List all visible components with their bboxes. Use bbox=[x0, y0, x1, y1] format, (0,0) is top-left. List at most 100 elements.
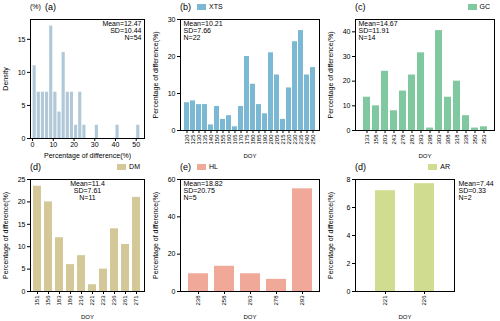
svg-text:20: 20 bbox=[70, 141, 78, 148]
svg-text:Density: Density bbox=[2, 67, 10, 91]
svg-text:186: 186 bbox=[67, 295, 73, 306]
svg-text:135: 135 bbox=[201, 134, 208, 145]
svg-text:160: 160 bbox=[225, 134, 232, 145]
svg-text:30: 30 bbox=[343, 53, 351, 60]
svg-text:271: 271 bbox=[133, 295, 139, 306]
svg-text:243: 243 bbox=[391, 134, 397, 145]
svg-text:221: 221 bbox=[89, 295, 95, 306]
svg-text:5: 5 bbox=[22, 102, 26, 109]
svg-text:15: 15 bbox=[18, 36, 26, 43]
svg-text:338: 338 bbox=[463, 134, 469, 145]
svg-text:216: 216 bbox=[78, 295, 84, 306]
svg-text:4: 4 bbox=[347, 232, 351, 239]
svg-text:Mean=14.67SD=11.91N=14: Mean=14.67SD=11.91N=14 bbox=[359, 20, 398, 41]
svg-text:293: 293 bbox=[418, 134, 424, 145]
svg-text:0: 0 bbox=[347, 288, 351, 295]
svg-text:Mean=12.47SD=10.44N=54: Mean=12.47SD=10.44N=54 bbox=[102, 20, 141, 41]
svg-text:150: 150 bbox=[213, 134, 220, 145]
svg-text:Percentage of difference(%): Percentage of difference(%) bbox=[327, 31, 335, 118]
svg-text:2: 2 bbox=[347, 260, 351, 267]
svg-text:308: 308 bbox=[445, 134, 451, 145]
svg-text:151: 151 bbox=[34, 295, 40, 306]
html-text:(d): (d) bbox=[355, 161, 366, 172]
svg-text:120: 120 bbox=[183, 134, 190, 145]
svg-text:10: 10 bbox=[18, 69, 26, 76]
svg-text:278: 278 bbox=[400, 134, 406, 145]
svg-text:Percentage of difference(%): Percentage of difference(%) bbox=[327, 192, 335, 279]
svg-text:261: 261 bbox=[122, 295, 128, 306]
svg-text:Percentage of difference(%): Percentage of difference(%) bbox=[2, 192, 10, 279]
svg-text:30: 30 bbox=[168, 16, 176, 23]
svg-text:Percentage of difference(%): Percentage of difference(%) bbox=[152, 31, 160, 118]
svg-text:125: 125 bbox=[189, 134, 196, 145]
svg-text:183: 183 bbox=[56, 295, 62, 306]
svg-text:165: 165 bbox=[231, 134, 238, 145]
svg-text:250: 250 bbox=[310, 134, 316, 145]
svg-text:236: 236 bbox=[111, 295, 117, 306]
svg-text:283: 283 bbox=[409, 134, 415, 145]
svg-text:0: 0 bbox=[172, 288, 176, 295]
svg-text:133: 133 bbox=[364, 134, 370, 145]
svg-text:15: 15 bbox=[18, 221, 26, 228]
html-text:(c): (c) bbox=[355, 1, 366, 12]
svg-text:10: 10 bbox=[18, 243, 26, 250]
svg-text:350: 350 bbox=[472, 134, 478, 145]
svg-text:6: 6 bbox=[347, 204, 351, 211]
svg-text:Mean=11.4SD=7.61N=11: Mean=11.4SD=7.61N=11 bbox=[70, 180, 105, 201]
svg-text:25: 25 bbox=[18, 176, 26, 183]
svg-text:20: 20 bbox=[343, 77, 351, 84]
svg-text:30: 30 bbox=[91, 141, 99, 148]
svg-text:0: 0 bbox=[172, 127, 176, 134]
svg-text:238: 238 bbox=[195, 295, 201, 306]
html-text:(e): (e) bbox=[180, 161, 191, 172]
svg-text:278: 278 bbox=[273, 295, 279, 306]
svg-text:50: 50 bbox=[132, 141, 140, 148]
svg-text:DOY: DOY bbox=[243, 153, 256, 159]
svg-text:0: 0 bbox=[31, 141, 35, 148]
svg-text:5: 5 bbox=[22, 265, 26, 272]
svg-text:Mean=10.21SD=7.66N=22: Mean=10.21SD=7.66N=22 bbox=[184, 20, 223, 41]
html-text:(d): (d) bbox=[30, 161, 41, 172]
svg-text:40: 40 bbox=[168, 213, 176, 220]
svg-text:303: 303 bbox=[436, 134, 442, 145]
svg-text:298: 298 bbox=[427, 134, 433, 145]
svg-text:DOY: DOY bbox=[418, 153, 431, 159]
svg-text:221: 221 bbox=[382, 295, 388, 306]
svg-text:Mean=18.82SD=20.75N=5: Mean=18.82SD=20.75N=5 bbox=[184, 180, 223, 201]
svg-text:263: 263 bbox=[247, 295, 253, 306]
svg-text:258: 258 bbox=[221, 295, 227, 306]
svg-text:8: 8 bbox=[347, 176, 351, 183]
svg-text:20: 20 bbox=[168, 250, 176, 257]
svg-text:DOY: DOY bbox=[398, 314, 411, 320]
svg-text:60: 60 bbox=[168, 176, 176, 183]
svg-text:318: 318 bbox=[454, 134, 460, 145]
svg-text:40: 40 bbox=[112, 141, 120, 148]
svg-text:140: 140 bbox=[207, 134, 214, 145]
svg-text:155: 155 bbox=[219, 134, 226, 145]
svg-text:130: 130 bbox=[195, 134, 202, 145]
svg-text:20: 20 bbox=[18, 198, 26, 205]
svg-text:0: 0 bbox=[22, 288, 26, 295]
svg-text:293: 293 bbox=[299, 295, 305, 306]
svg-text:Mean=7.44SD=0.33N=2: Mean=7.44SD=0.33N=2 bbox=[459, 180, 494, 201]
svg-text:Percentage of difference(%): Percentage of difference(%) bbox=[44, 152, 131, 160]
svg-text:DOY: DOY bbox=[243, 314, 256, 320]
svg-text:Percentage of difference(%): Percentage of difference(%) bbox=[152, 192, 160, 279]
svg-text:20: 20 bbox=[168, 53, 176, 60]
svg-text:158: 158 bbox=[373, 134, 379, 145]
svg-text:0: 0 bbox=[347, 127, 351, 134]
svg-text:10: 10 bbox=[49, 141, 57, 148]
svg-text:10: 10 bbox=[343, 102, 351, 109]
html-text:XTS: XTS bbox=[209, 3, 223, 10]
svg-text:10: 10 bbox=[168, 90, 176, 97]
svg-text:0: 0 bbox=[22, 135, 26, 142]
html-text:(%) (a): (%) (a) bbox=[30, 1, 56, 12]
html-text:(b): (b) bbox=[180, 1, 191, 12]
svg-text:156: 156 bbox=[45, 295, 51, 306]
svg-text:203: 203 bbox=[382, 134, 388, 145]
svg-text:233: 233 bbox=[100, 295, 106, 306]
svg-text:40: 40 bbox=[343, 28, 351, 35]
svg-text:DOY: DOY bbox=[81, 314, 94, 320]
svg-text:226: 226 bbox=[421, 295, 427, 306]
svg-text:353: 353 bbox=[481, 134, 487, 145]
